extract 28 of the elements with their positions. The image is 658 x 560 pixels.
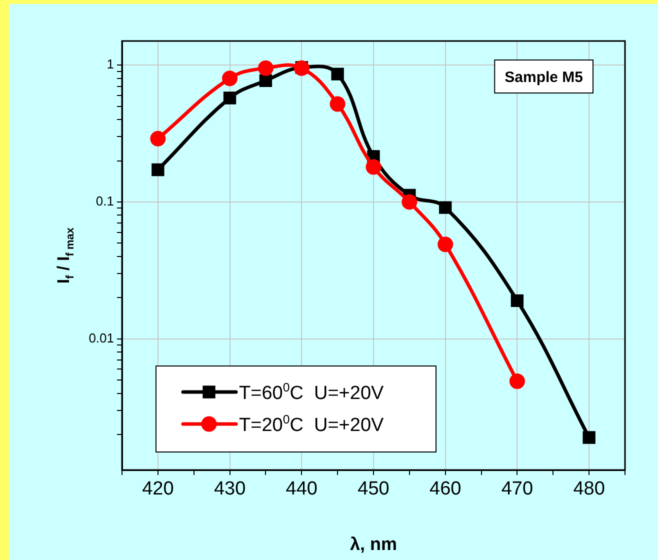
point (510, 294, 524, 308)
x-tick-label: 430 (214, 478, 246, 500)
y-tick-label: 0.01 (88, 330, 114, 346)
point (152, 163, 164, 176)
annotation: Sample M5 (504, 69, 584, 86)
point (509, 373, 525, 389)
point (150, 130, 166, 146)
point (366, 159, 382, 175)
x-tick-label: 480 (573, 478, 605, 500)
point (439, 201, 452, 214)
point (582, 431, 596, 444)
point (259, 74, 272, 87)
point (331, 68, 344, 80)
point (402, 194, 418, 210)
point (223, 92, 236, 104)
point (438, 236, 454, 252)
x-tick-label: 440 (286, 478, 318, 500)
point (258, 60, 274, 76)
x-tick-label: 460 (430, 478, 462, 500)
y-tick-label: 0.1 (96, 194, 114, 209)
x-axis-title: λ, nm (350, 534, 398, 554)
x-tick-label: 450 (358, 478, 390, 500)
y-axis-title: If / If max (54, 226, 76, 284)
point (330, 96, 346, 112)
x-tick-label: 420 (142, 478, 174, 500)
x-tick-label: 470 (501, 478, 534, 500)
y-tick-label: 1 (106, 56, 114, 72)
point (222, 70, 238, 86)
